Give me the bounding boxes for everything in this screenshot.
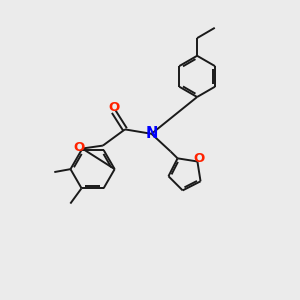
Text: O: O xyxy=(193,152,204,165)
Text: O: O xyxy=(108,101,119,114)
Text: O: O xyxy=(73,141,84,154)
Text: N: N xyxy=(146,126,158,141)
